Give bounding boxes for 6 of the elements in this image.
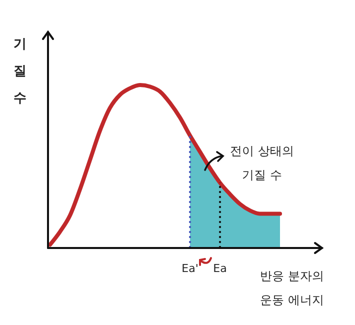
x-tick-label: Ea' — [182, 262, 198, 275]
x-tick-label: Ea — [213, 262, 227, 275]
x-axis-title: 반응 분자의 운동 에너지 — [260, 269, 324, 307]
y-axis-title: 기질 수 — [242, 168, 282, 182]
text: 기질 수 — [14, 37, 26, 106]
text: 전이 상태의 — [230, 144, 294, 158]
